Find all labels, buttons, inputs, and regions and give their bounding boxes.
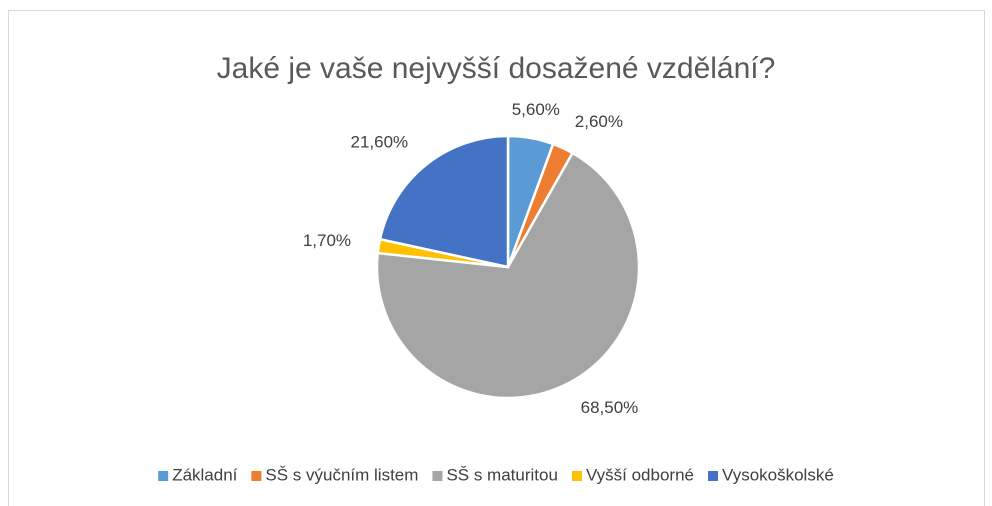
pie-slice — [375, 151, 641, 400]
legend-label: SŠ s maturitou — [446, 465, 558, 484]
data-label: 2,60% — [575, 112, 623, 131]
legend-label: SŠ s výučním listem — [265, 465, 418, 484]
legend-swatch — [571, 471, 582, 481]
data-label: 68,50% — [581, 398, 639, 417]
legend-swatch — [707, 471, 718, 481]
data-label: 21,60% — [351, 133, 409, 152]
legend-label: Vysokoškolské — [722, 465, 834, 484]
legend-label: Základní — [172, 465, 237, 484]
legend-label: Vyšší odborné — [586, 465, 694, 484]
legend-swatch — [432, 471, 443, 481]
legend-swatch — [158, 471, 169, 481]
data-label: 5,60% — [512, 100, 560, 119]
data-label: 1,70% — [303, 231, 351, 250]
chart-title: Jaké je vaše nejvyšší dosažené vzdělání? — [217, 52, 776, 85]
pie-slice — [378, 134, 510, 269]
legend-swatch — [251, 471, 262, 481]
